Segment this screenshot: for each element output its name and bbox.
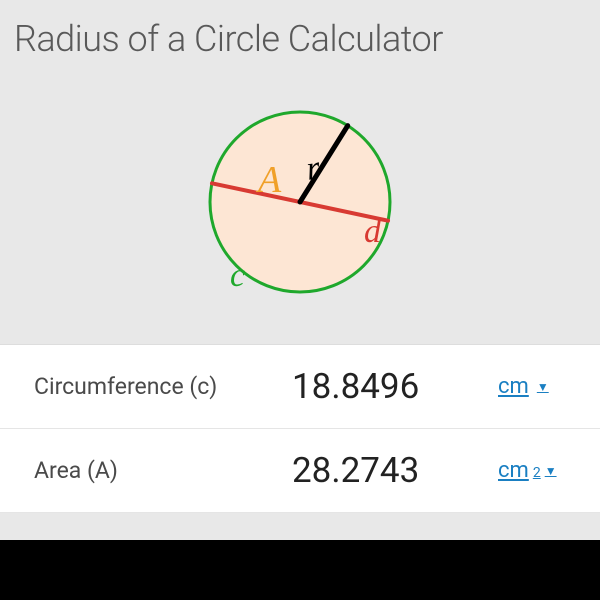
row-unit: cm2 ▼: [498, 458, 576, 483]
unit-text: cm: [498, 458, 529, 483]
unit-select-area[interactable]: cm2 ▼: [498, 458, 557, 483]
chevron-down-icon: ▼: [537, 380, 549, 394]
row-value[interactable]: 28.2743: [284, 450, 498, 491]
row-label: Circumference (c): [34, 373, 284, 400]
unit-sup: 2: [533, 465, 541, 481]
svg-text:c: c: [230, 257, 245, 294]
chevron-down-icon: ▼: [545, 464, 557, 478]
unit-text: cm: [498, 374, 529, 399]
diagram-panel: Ardc: [0, 82, 600, 344]
circle-diagram: Ardc: [180, 94, 420, 314]
row-circumference: Circumference (c) 18.8496 cm ▼: [0, 345, 600, 429]
row-area: Area (A) 28.2743 cm2 ▼: [0, 429, 600, 513]
page-title: Radius of a Circle Calculator: [0, 0, 600, 82]
bottom-bar: [0, 540, 600, 600]
row-value[interactable]: 18.8496: [284, 366, 498, 407]
row-label: Area (A): [34, 457, 284, 484]
row-unit: cm ▼: [498, 374, 576, 399]
svg-text:A: A: [255, 159, 282, 201]
calculator-rows: Circumference (c) 18.8496 cm ▼ Area (A) …: [0, 344, 600, 513]
svg-text:d: d: [364, 213, 382, 250]
unit-select-circumference[interactable]: cm ▼: [498, 374, 549, 399]
